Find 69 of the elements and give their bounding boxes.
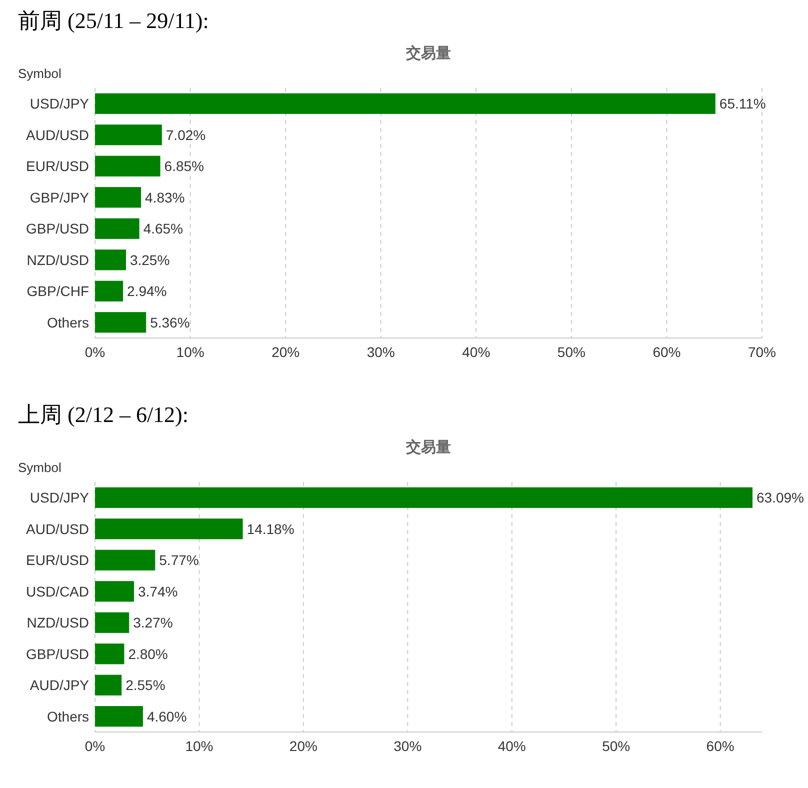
data-label: 6.85% [164, 158, 204, 174]
y-axis-title: Symbol [18, 460, 62, 475]
data-label: 7.02% [166, 126, 206, 143]
data-label: 4.60% [146, 708, 187, 724]
y-tick-label: USD/JPY [30, 96, 90, 112]
bar [95, 124, 162, 146]
bar [95, 93, 716, 114]
y-tick-label: GBP/CHF [26, 283, 90, 300]
data-label: 65.11% [719, 96, 766, 112]
x-tick-label: 70% [748, 344, 776, 360]
bar [95, 550, 156, 570]
y-tick-label: AUD/USD [26, 520, 90, 537]
data-label: 3.74% [138, 583, 178, 600]
y-tick-label: Others [47, 708, 90, 724]
y-tick-label: EUR/USD [26, 552, 90, 568]
x-tick-label: 60% [652, 344, 681, 360]
chart-title: 前周 (25/11 – 29/11): [18, 8, 209, 33]
bar [95, 250, 126, 270]
y-tick-label: NZD/USD [26, 614, 90, 631]
data-label: 3.27% [133, 614, 173, 631]
data-label: 4.65% [143, 220, 184, 237]
data-label: 5.36% [150, 314, 190, 330]
x-tick-label: 50% [602, 738, 630, 754]
bar [95, 518, 243, 540]
chart-subtitle: 交易量 [405, 438, 452, 456]
y-axis-title: Symbol [18, 66, 62, 81]
x-tick-label: 10% [185, 738, 214, 754]
x-tick-label: 40% [498, 738, 526, 754]
bar [95, 644, 124, 664]
data-label: 2.94% [127, 283, 167, 300]
x-tick-label: 0% [84, 344, 106, 360]
bar [95, 612, 130, 633]
data-label: 4.83% [145, 189, 185, 206]
x-tick-label: 20% [272, 344, 300, 360]
y-tick-label: AUD/USD [26, 126, 90, 143]
y-tick-label: USD/JPY [30, 490, 90, 506]
bar [95, 706, 143, 727]
bar [95, 187, 142, 208]
data-label: 63.09% [756, 490, 804, 506]
y-tick-label: USD/CAD [26, 583, 90, 600]
data-label: 2.80% [128, 646, 168, 662]
chart-title: 上周 (2/12 – 6/12): [18, 402, 188, 427]
x-tick-label: 0% [84, 738, 106, 754]
x-tick-label: 60% [706, 738, 734, 754]
bar [95, 487, 753, 508]
y-tick-label: EUR/USD [26, 158, 90, 174]
data-label: 3.25% [130, 252, 170, 268]
x-tick-label: 30% [394, 738, 422, 754]
y-tick-label: AUD/JPY [30, 677, 90, 694]
bar [95, 156, 160, 176]
y-tick-label: NZD/USD [26, 252, 90, 268]
y-tick-label: Others [47, 314, 90, 330]
y-tick-label: GBP/JPY [30, 189, 90, 206]
bar [95, 218, 140, 239]
bar [95, 280, 124, 302]
bar [95, 581, 134, 602]
data-label: 14.18% [246, 520, 294, 537]
x-tick-label: 50% [557, 344, 586, 360]
bar [95, 312, 146, 333]
y-tick-label: GBP/USD [26, 220, 90, 237]
data-label: 5.77% [159, 552, 199, 568]
x-tick-label: 40% [462, 344, 490, 360]
chart-subtitle: 交易量 [405, 44, 452, 62]
x-tick-label: 20% [289, 738, 318, 754]
y-tick-label: GBP/USD [26, 646, 90, 662]
data-label: 2.55% [126, 677, 166, 694]
x-tick-label: 30% [366, 344, 395, 360]
bar [95, 674, 122, 696]
x-tick-label: 10% [176, 344, 204, 360]
